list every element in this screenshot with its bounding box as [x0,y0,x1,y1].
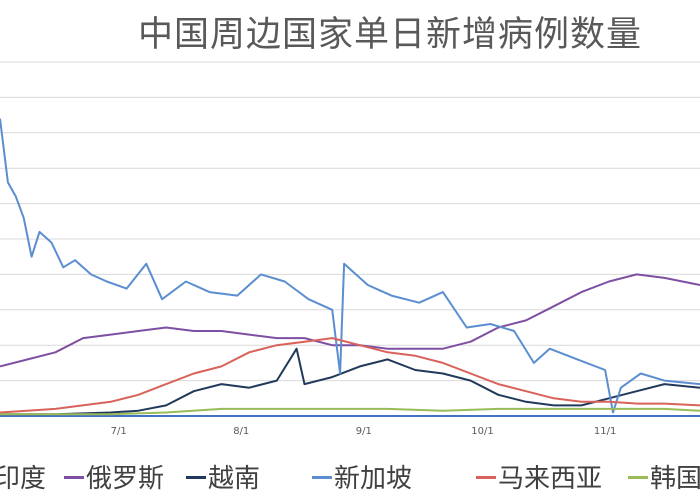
legend-item: 马来西亚 [476,458,602,495]
legend-label: 马来西亚 [498,464,603,494]
x-tick-label: 7/1 [111,426,127,437]
series-line-3 [0,118,700,414]
legend: 印度 俄罗斯 越南 新加坡 马来西亚 韩国 [0,458,700,498]
x-tick-label: 8/1 [233,426,249,437]
plot-area: 7/1 8/1 9/1 10/1 11/1 [0,61,700,437]
legend-swatch [628,476,648,479]
legend-label: 新加坡 [334,464,413,494]
legend-item: 新加坡 [312,458,412,495]
series-line-2 [0,347,700,416]
series-lines [0,118,700,417]
series-line-4 [0,337,700,414]
chart-title: 中国周边国家单日新增病例数量 [137,15,642,55]
legend-item: 韩国 [628,458,700,495]
x-tick-label: 9/1 [356,426,372,437]
legend-label: 韩国 [650,464,700,494]
legend-label: 俄罗斯 [86,464,165,494]
legend-swatch [64,476,84,479]
legend-swatch [476,476,496,479]
x-axis-ticks: 7/1 8/1 9/1 10/1 11/1 [111,426,617,437]
legend-item: 印度 [0,458,46,495]
legend-item: 俄罗斯 [64,458,164,495]
series-line-1 [0,273,700,368]
legend-swatch [312,476,332,479]
legend-item: 越南 [186,458,260,495]
legend-swatch [186,476,206,479]
gridlines [0,61,700,417]
legend-label: 印度 [0,464,47,494]
series-line-5 [0,407,700,416]
x-tick-label: 10/1 [471,426,493,437]
x-tick-label: 11/1 [594,426,616,437]
legend-label: 越南 [208,464,261,494]
